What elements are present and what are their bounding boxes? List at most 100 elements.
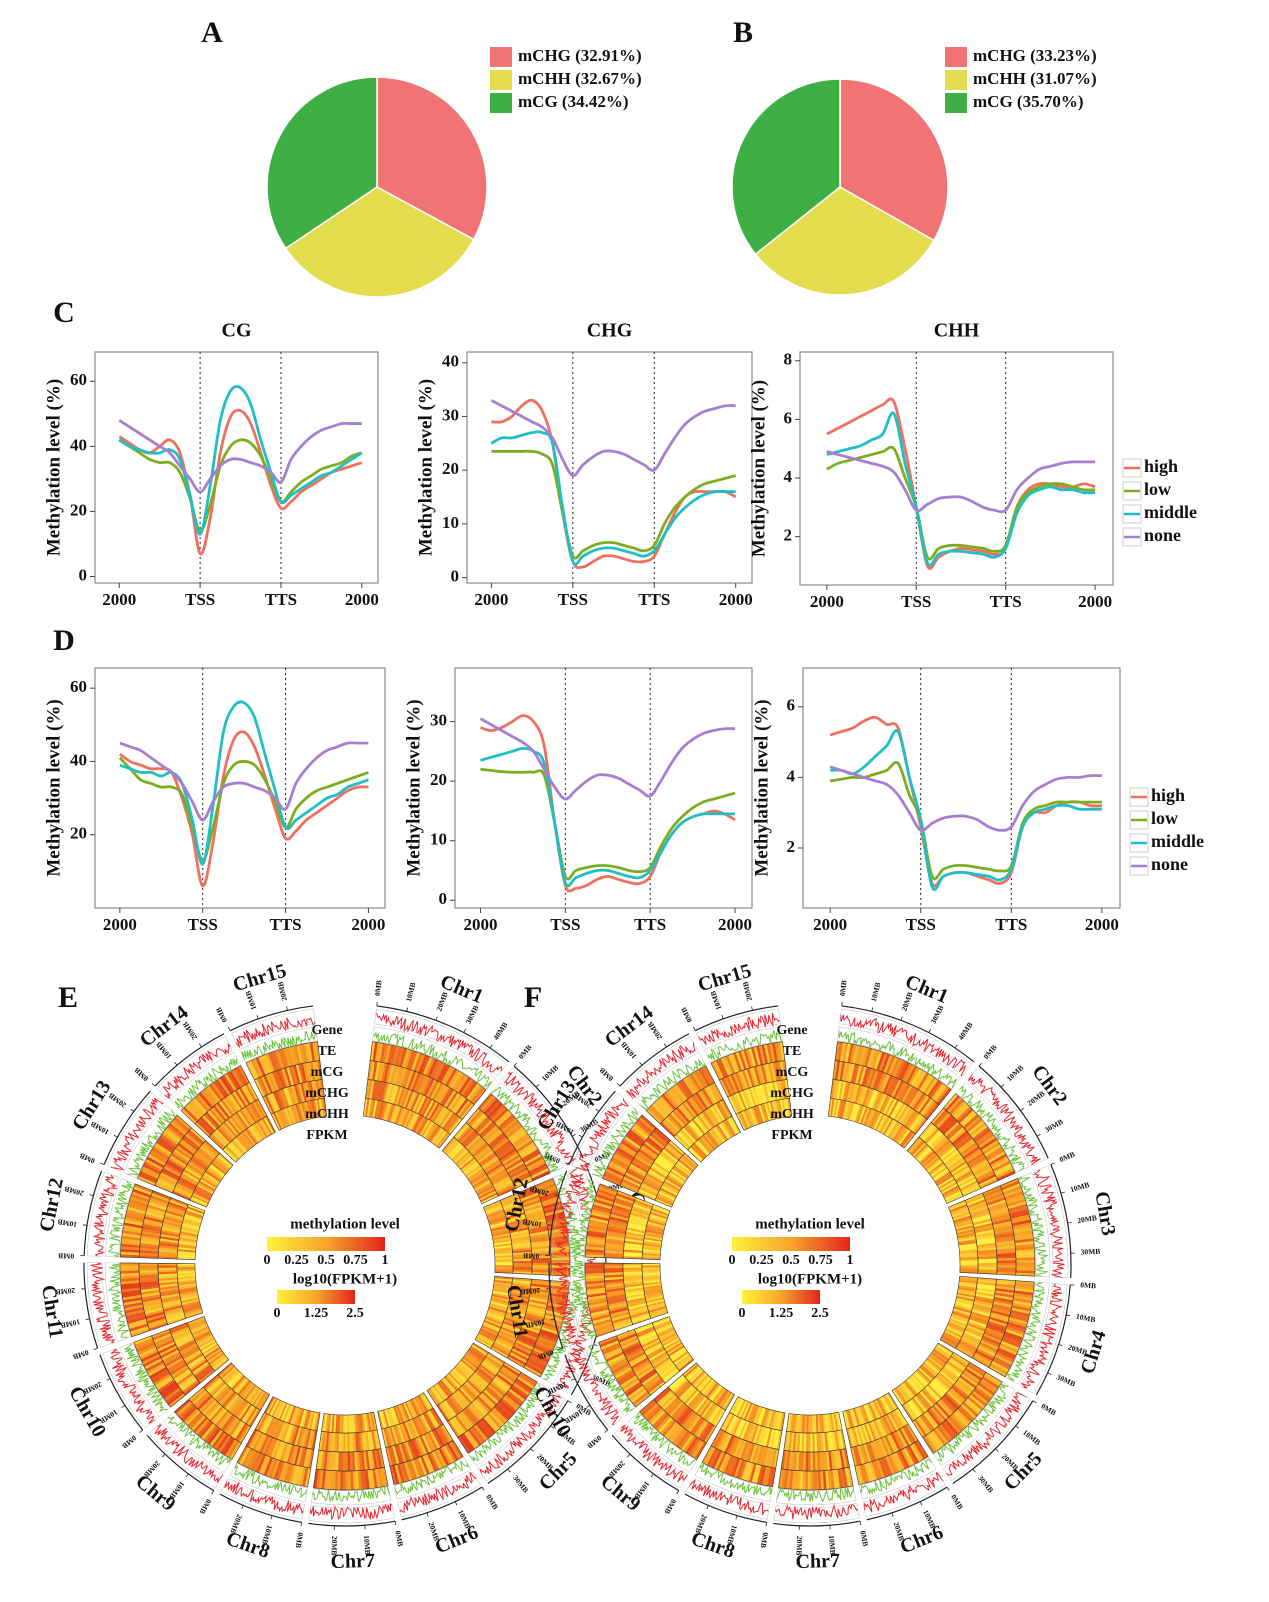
heatmap-cell [261,1415,272,1434]
heatmap-cell [422,1412,434,1431]
heatmap-cell [461,1158,477,1172]
heatmap-cell [367,1431,373,1451]
heatmap-cell [394,1405,403,1424]
heatmap-cell [461,1433,475,1451]
heatmap-cell [160,1347,179,1359]
heatmap-cell [179,1376,196,1390]
heatmap-cell [383,1428,390,1448]
heatmap-cell [449,1094,463,1112]
heatmap-cell [483,1321,501,1331]
heatmap-cell [120,1267,140,1271]
scale-tick [859,1521,862,1526]
heatmap-cell [394,1464,402,1484]
heatmap-cell [209,1405,224,1422]
heatmap-cell [174,1333,193,1344]
heatmap-cell [189,1358,207,1371]
heatmap-cell [462,1384,477,1400]
heatmap-cell [468,1169,485,1182]
scale-tick [1058,1344,1063,1347]
heatmap-cell [402,1442,412,1461]
chromosome-label: Chr9 [131,1470,179,1515]
scale-tick [555,1107,559,1111]
heatmap-cell [270,1439,280,1458]
heatmap-cell [520,1146,538,1159]
heatmap-cell [415,1053,426,1073]
heatmap-cell [387,1084,395,1104]
heatmap-cell [493,1239,512,1244]
heatmap-cell [453,1074,467,1092]
heatmap-cell [457,1388,473,1404]
scale-label: 30MB [511,1474,530,1495]
heatmap-cell [476,1183,494,1195]
heatmap-cell [512,1256,532,1260]
heatmap-cell [394,1106,404,1125]
heatmap-cell [303,1448,310,1468]
track-frame [162,1412,232,1473]
heatmap-cell [392,1464,400,1485]
heatmap-cell [176,1337,195,1348]
heatmap-cell [426,1452,438,1472]
scale-tick [751,1006,753,1011]
heatmap-cell [471,1400,487,1417]
heatmap-cell [379,1081,386,1102]
heatmap-cell [421,1120,433,1137]
heatmap-cell [547,1300,567,1307]
heatmap-cell [512,1382,530,1396]
heatmap-cell [139,1349,159,1360]
heatmap-cell [258,1455,269,1474]
heatmap-cell [428,1388,441,1405]
heatmap-cell [512,1260,532,1264]
heatmap-cell [331,1414,335,1433]
heatmap-cell [250,1388,263,1405]
heatmap-cell [491,1345,510,1357]
heatmap-cell [218,1388,234,1405]
heatmap-cell [203,1401,219,1417]
panel-label: E [58,981,78,1014]
scale-tick [507,1468,511,1473]
heatmap-cell [526,1216,546,1224]
heatmap-cell [366,1413,372,1432]
heatmap-cell [528,1356,547,1368]
heatmap-cell [431,1429,443,1448]
heatmap-cell [436,1085,448,1103]
heatmap-cell [204,1375,221,1391]
track-label: mCHH [305,1107,349,1122]
heatmap-cell [484,1160,502,1174]
heatmap-cell [301,1409,308,1428]
heatmap-cell [444,1444,457,1462]
heatmap-cell [517,1335,536,1346]
heatmap-cell [311,1411,317,1430]
heatmap-cell [543,1317,563,1325]
scale-tick [106,1378,111,1381]
heatmap-cell [487,1211,505,1220]
heatmap-cell [463,1354,480,1368]
track-label: TE [783,1044,802,1059]
heatmap-cell [374,1061,381,1081]
heatmap-cell [483,1389,499,1404]
scale-tick [946,1486,950,1491]
heatmap-cell [141,1353,161,1365]
heatmap-cell [143,1355,162,1367]
heatmap-cell [454,1415,468,1432]
heatmap-cell [469,1111,485,1128]
heatmap-cell [377,1042,384,1063]
heatmap-cell [463,1408,478,1425]
heatmap-cell [478,1093,493,1110]
heatmap-cell [472,1143,489,1158]
heatmap-cell [196,1420,212,1437]
heatmap-cell [494,1180,513,1191]
heatmap-cell [274,1401,285,1419]
heatmap-cell [252,1432,264,1451]
heatmap-cell [447,1069,460,1088]
track-label: mCHG [770,1086,814,1101]
heatmap-cell [519,1190,538,1200]
heatmap-cell [357,1432,362,1452]
heatmap-cell [211,1407,226,1424]
heatmap-cell [165,1389,183,1404]
heatmap-cell [398,1423,408,1443]
x-tick-label: 2000 [1085,915,1119,934]
heatmap-cell [451,1072,465,1091]
heatmap-cell [411,1114,422,1132]
heatmap-cell [457,1153,473,1168]
heatmap-cell [161,1349,180,1361]
